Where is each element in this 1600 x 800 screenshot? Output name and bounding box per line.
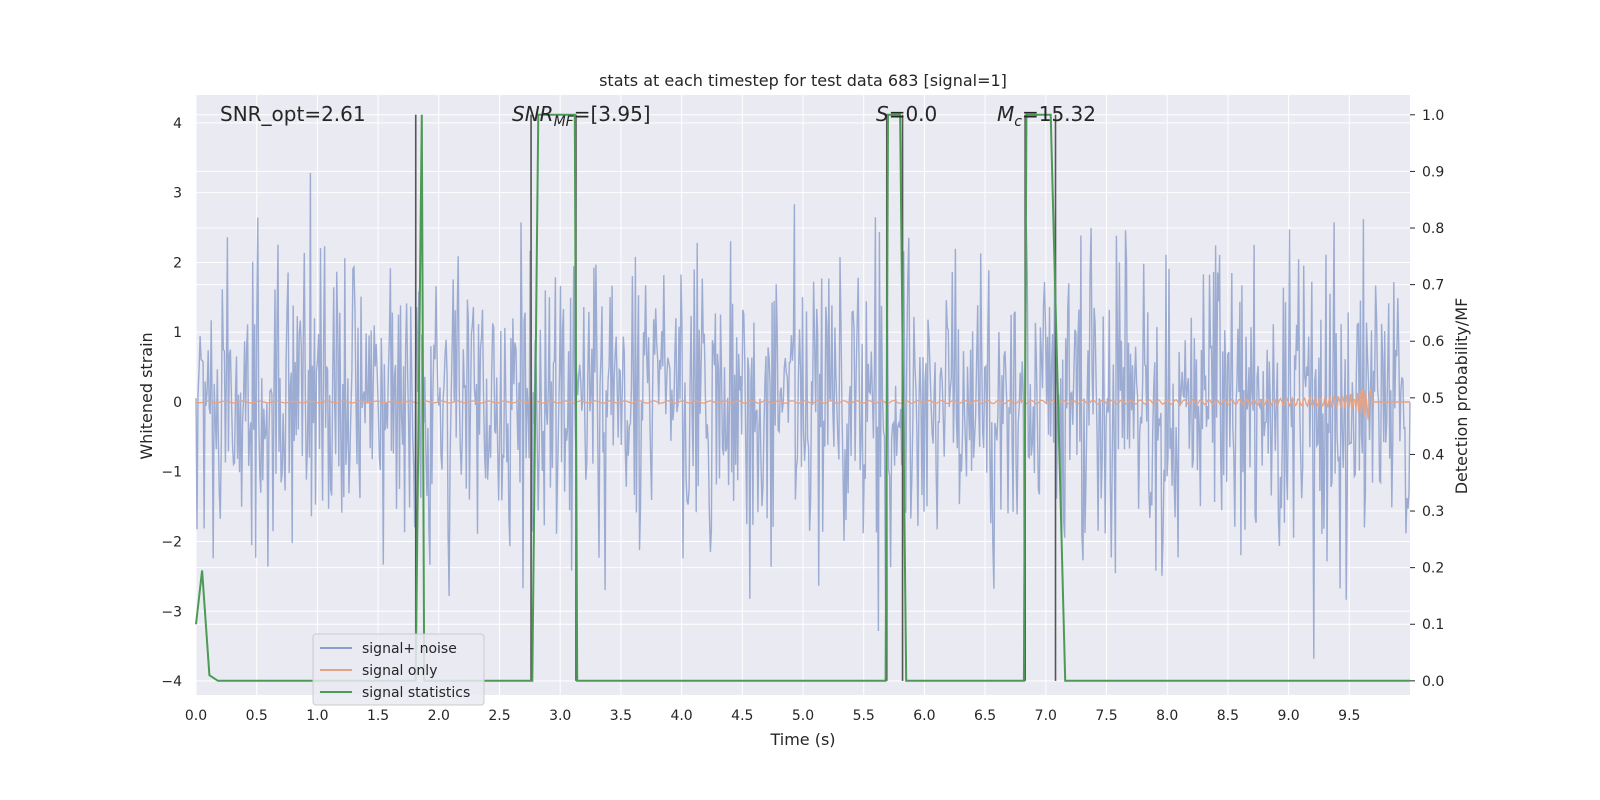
y-left-tick-label: 4 xyxy=(173,116,182,132)
annotation-snr-opt: SNR_opt=2.61 xyxy=(220,102,366,126)
signal-only-series xyxy=(195,388,1410,420)
snr-mf-value: =[3.95] xyxy=(574,102,651,126)
annotation-s: S=0.0 xyxy=(876,102,937,126)
x-tick-label: 9.0 xyxy=(1277,708,1299,724)
x-tick-label: 2.0 xyxy=(428,708,450,724)
x-tick-label: 5.5 xyxy=(853,708,875,724)
y-right-tick-label: 1.0 xyxy=(1422,108,1444,124)
y-axis-label-right: Detection probability/MF xyxy=(1452,298,1471,495)
x-tick-label: 4.5 xyxy=(731,708,753,724)
legend-label-signal: signal only xyxy=(362,663,437,679)
y-left-tick-label: −3 xyxy=(161,604,182,620)
x-tick-labels: 0.0 0.5 1.0 1.5 2.0 2.5 3.0 3.5 4.0 4.5 5.0 5.5 6.0 6… xyxy=(185,708,1361,724)
mc-label: M xyxy=(997,102,1014,126)
y-left-tick-label: −4 xyxy=(161,674,182,690)
annotation-mc: Mc=15.32 xyxy=(997,102,1096,130)
annotation-snr-mf: SNRMF=[3.95] xyxy=(512,102,651,130)
x-axis-label: Time (s) xyxy=(769,730,835,749)
legend-label-noise: signal+ noise xyxy=(362,641,457,657)
y-right-tick-label: 0.7 xyxy=(1422,278,1444,294)
x-tick-label: 8.0 xyxy=(1156,708,1178,724)
y-right-tick-label: 0.8 xyxy=(1422,221,1444,237)
legend-box xyxy=(312,633,485,706)
y-left-tick-label: 0 xyxy=(173,395,182,411)
y-left-tick-label: 2 xyxy=(173,255,182,271)
y-right-tick-label: 0.9 xyxy=(1422,164,1444,180)
y-right-tick-label: 0.4 xyxy=(1422,447,1444,463)
x-tick-label: 0.5 xyxy=(246,708,268,724)
signal-noise-line xyxy=(195,172,1411,659)
x-tick-label: 4.0 xyxy=(670,708,692,724)
x-tick-label: 9.5 xyxy=(1338,708,1360,724)
x-tick-label: 6.0 xyxy=(913,708,935,724)
mc-subscript: c xyxy=(1014,114,1022,130)
y-right-tick-label: 0.2 xyxy=(1422,561,1444,577)
x-tick-label: 5.0 xyxy=(792,708,814,724)
legend: signal+ noise signal only signal statist… xyxy=(312,633,485,706)
y-left-tick-labels: 4 3 2 1 0 −1 −2 −3 −4 xyxy=(161,116,182,690)
x-tick-label: 8.5 xyxy=(1217,708,1239,724)
y-right-tick-label: 0.3 xyxy=(1422,504,1444,520)
signal-noise-series xyxy=(195,172,1411,659)
x-tick-label: 1.0 xyxy=(306,708,328,724)
y-left-tick-label: −2 xyxy=(161,535,182,551)
y-left-tick-label: −1 xyxy=(161,465,182,481)
legend-label-stat: signal statistics xyxy=(362,685,470,701)
s-value: =0.0 xyxy=(889,102,938,126)
x-tick-label: 1.5 xyxy=(367,708,389,724)
snr-mf-subscript: MF xyxy=(554,114,575,130)
y-right-tick-label: 0.5 xyxy=(1422,391,1444,407)
y-axis-label-left: Whitened strain xyxy=(137,332,156,459)
s-label: S xyxy=(876,102,889,126)
y-left-tick-label: 1 xyxy=(173,325,182,341)
x-tick-label: 6.5 xyxy=(974,708,996,724)
y-right-tick-labels: 1.0 0.9 0.8 0.7 0.6 0.5 0.4 0.3 0.2 0.1 0.0 xyxy=(1410,108,1444,690)
x-tick-label: 3.0 xyxy=(549,708,571,724)
mc-value: =15.32 xyxy=(1022,102,1096,126)
x-tick-label: 0.0 xyxy=(185,708,207,724)
signal-only-line xyxy=(195,388,1410,420)
x-tick-label: 2.5 xyxy=(488,708,510,724)
x-tick-label: 7.0 xyxy=(1035,708,1057,724)
y-right-tick-label: 0.0 xyxy=(1422,674,1444,690)
snr-mf-label: SNR xyxy=(512,102,554,126)
y-right-tick-label: 0.1 xyxy=(1422,617,1444,633)
chart-title: stats at each timestep for test data 683… xyxy=(599,71,1007,90)
y-right-tick-label: 0.6 xyxy=(1422,334,1444,350)
x-tick-label: 3.5 xyxy=(610,708,632,724)
x-tick-label: 7.5 xyxy=(1095,708,1117,724)
y-left-tick-label: 3 xyxy=(173,186,182,202)
